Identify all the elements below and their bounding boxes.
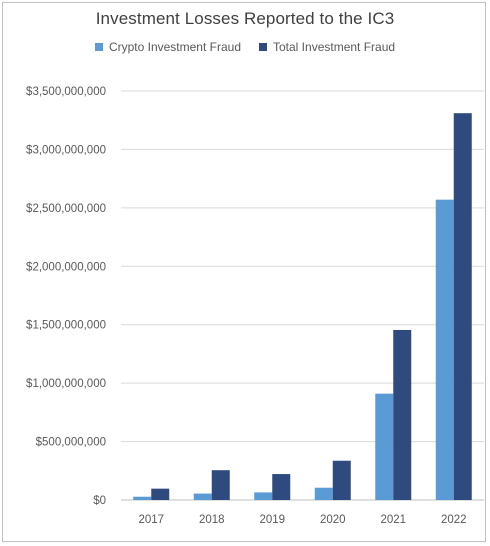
y-tick-label: $0 <box>93 495 106 507</box>
x-tick-label: 2022 <box>441 514 467 526</box>
legend-label-crypto: Crypto Investment Fraud <box>108 40 241 54</box>
y-tick-label: $2,500,000,000 <box>26 203 106 215</box>
x-tick-label: 2021 <box>380 514 406 526</box>
bar-total-2017 <box>151 488 170 500</box>
chart-legend: Crypto Investment Fraud Total Investment… <box>0 40 490 54</box>
bar-crypto-2018 <box>193 493 212 500</box>
x-tick-label: 2019 <box>259 514 285 526</box>
bar-crypto-2017 <box>133 496 152 500</box>
bar-total-2021 <box>393 329 412 500</box>
x-tick-label: 2018 <box>199 514 225 526</box>
legend-swatch-total <box>259 43 267 51</box>
bar-crypto-2021 <box>375 393 394 500</box>
chart-title: Investment Losses Reported to the IC3 <box>95 9 395 28</box>
y-tick-label: $1,000,000,000 <box>26 378 106 390</box>
y-tick-label: $3,500,000,000 <box>26 86 106 98</box>
y-tick-label: $1,500,000,000 <box>26 320 106 332</box>
bar-total-2018 <box>211 470 230 500</box>
y-tick-label: $500,000,000 <box>36 437 106 449</box>
x-tick-label: 2017 <box>138 514 164 526</box>
legend-item-total: Total Investment Fraud <box>259 40 395 54</box>
bar-total-2019 <box>272 474 291 500</box>
y-tick-label: $3,000,000,000 <box>26 144 106 156</box>
x-tick-label: 2020 <box>320 514 346 526</box>
bar-crypto-2022 <box>435 199 454 501</box>
y-tick-label: $2,000,000,000 <box>26 261 106 273</box>
legend-item-crypto: Crypto Investment Fraud <box>94 40 241 54</box>
bar-crypto-2019 <box>254 492 273 500</box>
bar-crypto-2020 <box>314 487 333 500</box>
bar-total-2020 <box>332 460 351 500</box>
legend-label-total: Total Investment Fraud <box>273 40 396 54</box>
legend-swatch-crypto <box>94 43 103 51</box>
bar-total-2022 <box>453 113 472 501</box>
